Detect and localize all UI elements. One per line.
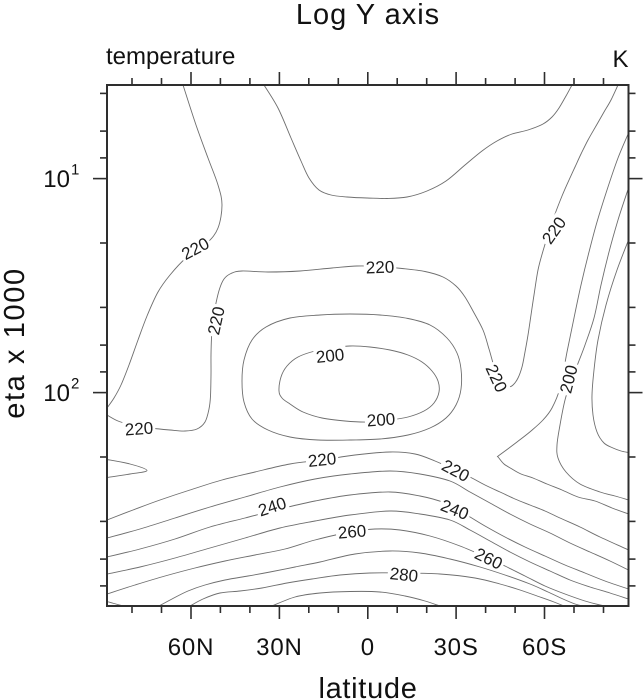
- svg-text:260: 260: [337, 521, 367, 542]
- svg-text:30N: 30N: [256, 634, 302, 661]
- svg-text:10: 10: [43, 166, 70, 193]
- svg-text:220: 220: [124, 419, 154, 440]
- svg-text:200: 200: [366, 410, 396, 431]
- svg-text:10: 10: [43, 380, 70, 407]
- svg-text:1: 1: [71, 162, 79, 179]
- svg-text:temperature: temperature: [106, 43, 235, 70]
- svg-text:200: 200: [315, 345, 345, 367]
- svg-text:220: 220: [307, 449, 337, 471]
- svg-text:2: 2: [71, 376, 79, 393]
- svg-text:Log Y axis: Log Y axis: [296, 0, 440, 31]
- svg-text:latitude: latitude: [318, 673, 417, 700]
- svg-text:60N: 60N: [168, 634, 214, 661]
- svg-text:eta x 1000: eta x 1000: [0, 267, 31, 418]
- svg-text:280: 280: [389, 564, 419, 586]
- svg-text:30S: 30S: [434, 634, 479, 661]
- svg-text:220: 220: [366, 258, 395, 278]
- svg-text:0: 0: [361, 634, 375, 661]
- svg-text:K: K: [612, 46, 628, 73]
- svg-text:60S: 60S: [522, 634, 567, 661]
